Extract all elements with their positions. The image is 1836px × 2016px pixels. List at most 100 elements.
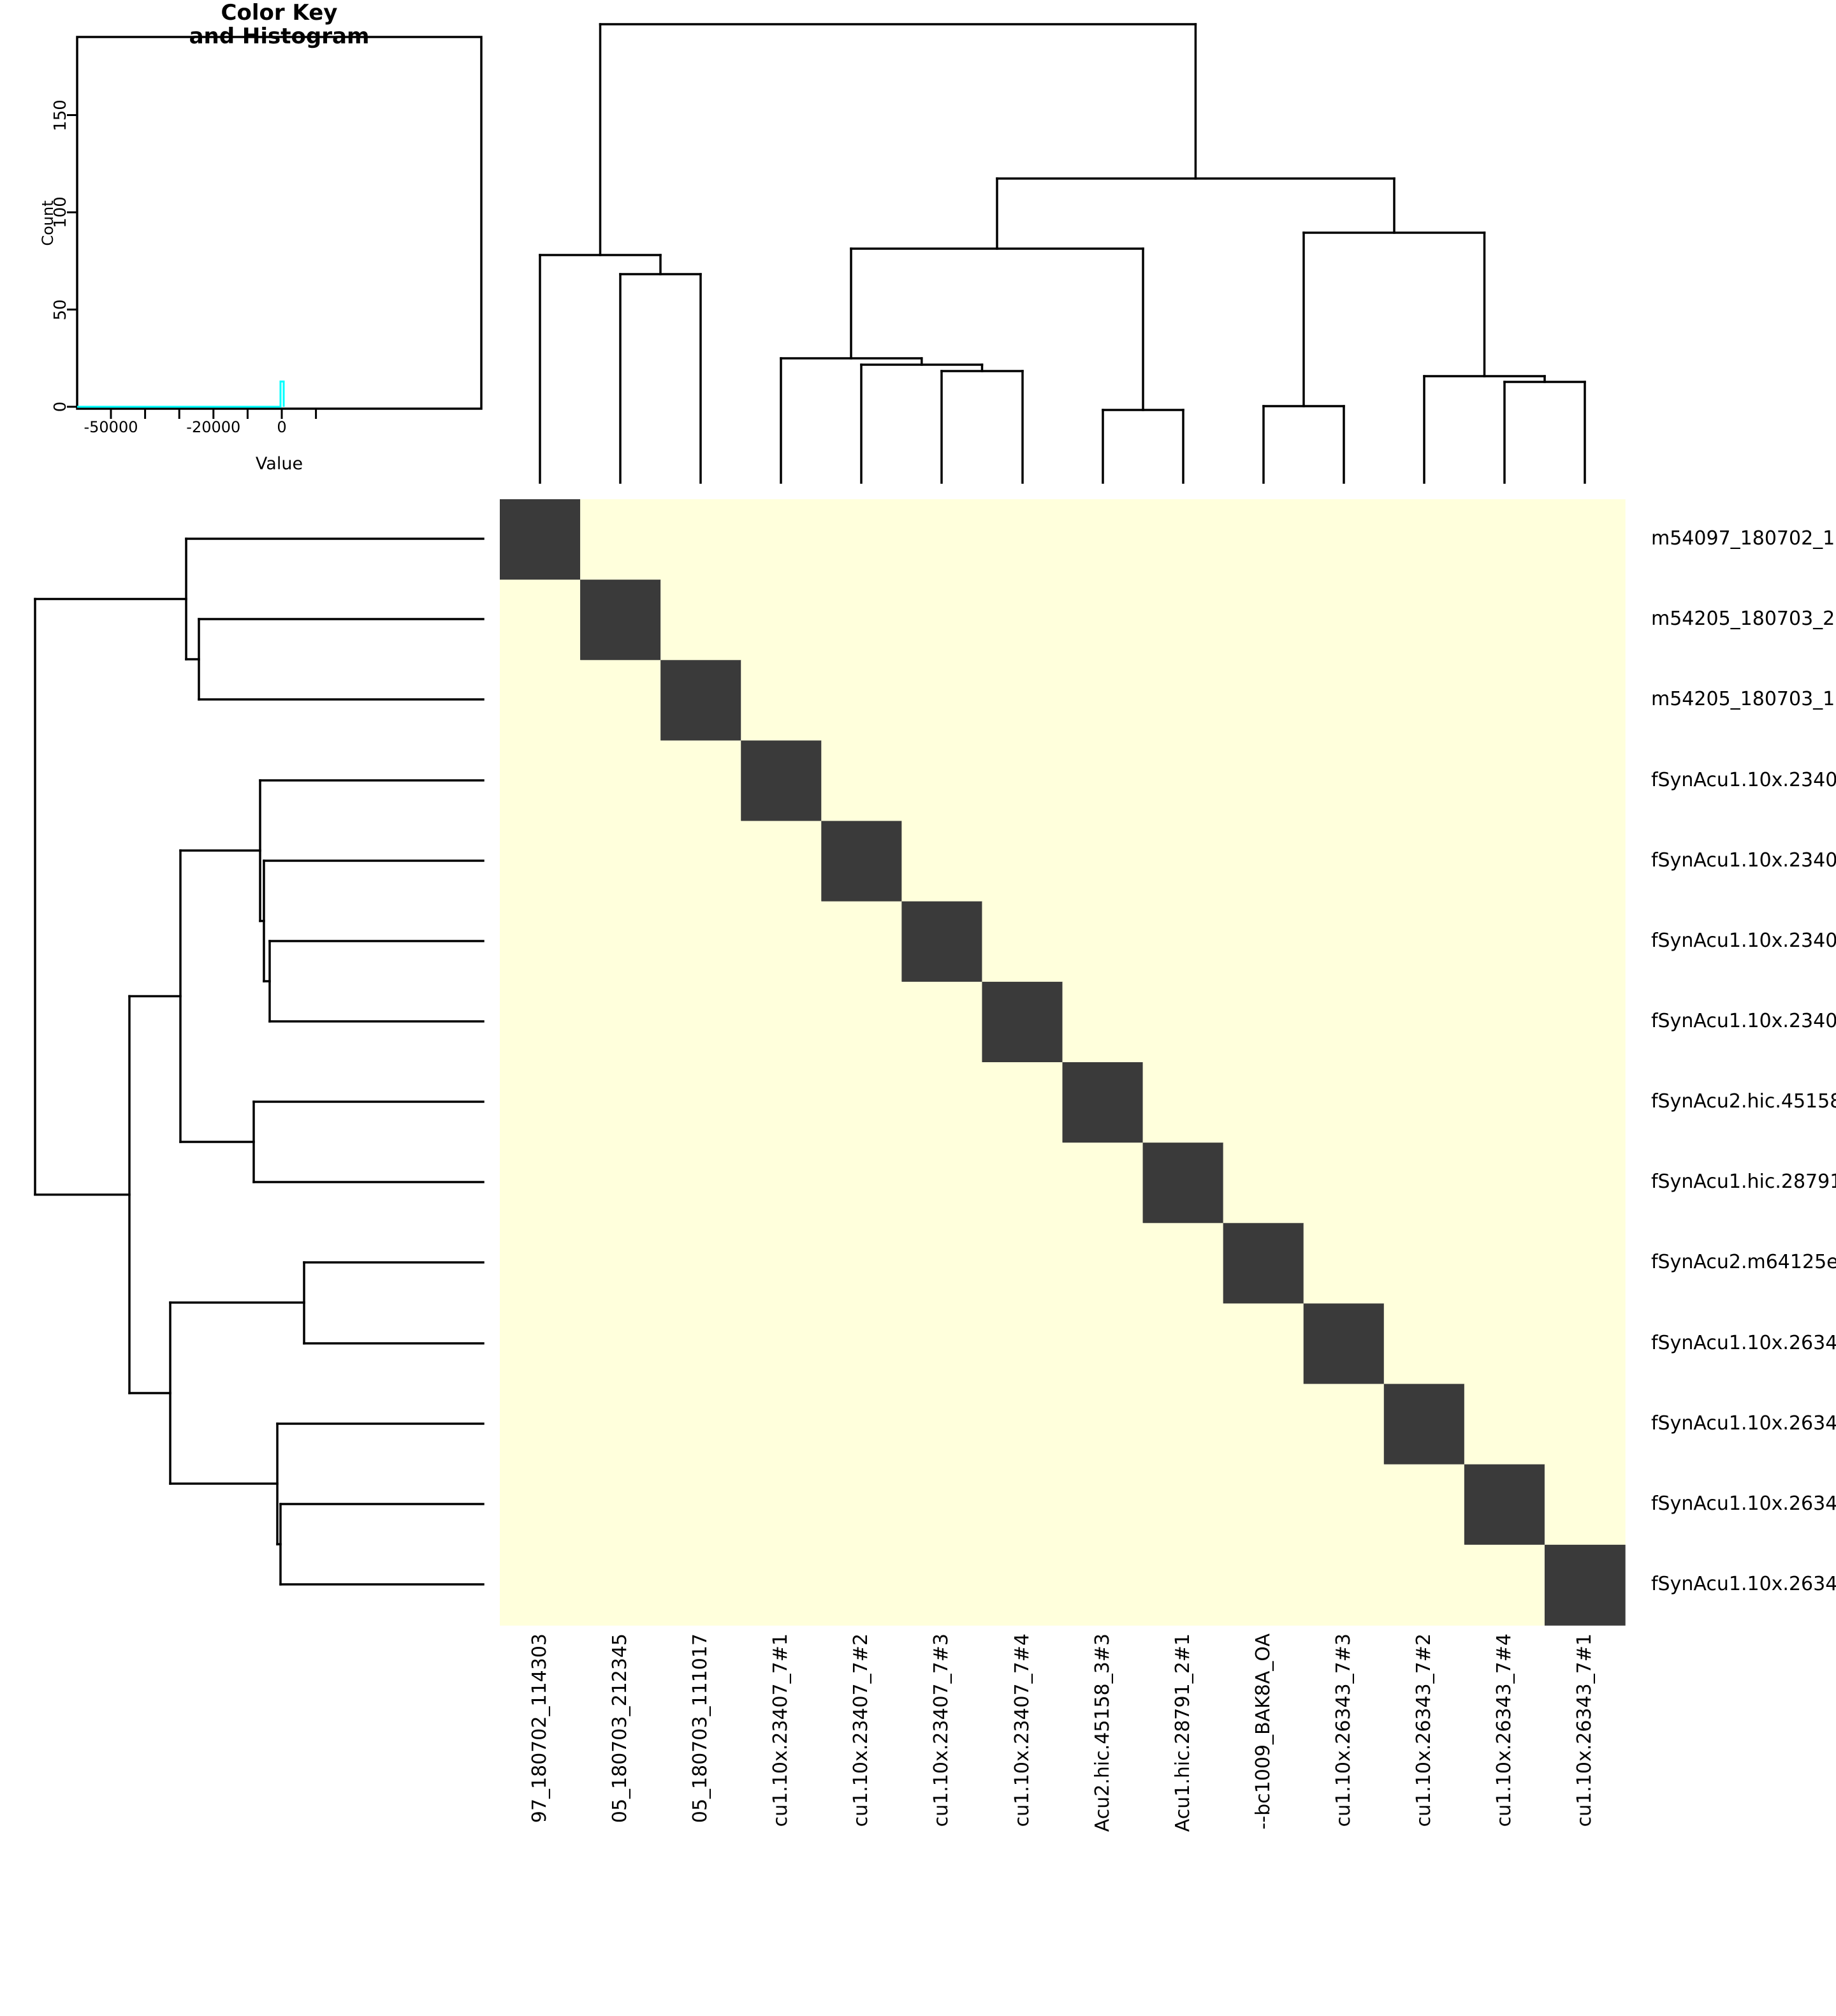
heatmap-cell <box>1062 1223 1144 1304</box>
heatmap-cell <box>982 1143 1063 1223</box>
heatmap-cell <box>580 1544 661 1626</box>
heatmap-cell <box>982 580 1063 661</box>
heatmap-cell <box>1544 1223 1626 1304</box>
heatmap-cell <box>1142 499 1224 580</box>
row-label: fSynAcu1.10x.23407 <box>1651 1010 1836 1032</box>
heatmap-cell <box>1544 901 1626 982</box>
heatmap-cell <box>821 1143 903 1223</box>
heatmap-cell <box>500 1143 581 1223</box>
heatmap-cell <box>982 1544 1063 1626</box>
heatmap-cell <box>982 660 1063 741</box>
heatmap-cell <box>901 1303 983 1385</box>
heatmap-cell <box>660 1223 741 1304</box>
heatmap-cell <box>901 740 983 822</box>
heatmap-cell <box>1142 981 1224 1063</box>
heatmap-cell <box>1303 981 1385 1063</box>
heatmap-cell <box>1383 660 1465 741</box>
heatmap-cell <box>500 740 581 822</box>
heatmap-cell <box>741 981 822 1063</box>
heatmap-cell <box>660 1384 741 1465</box>
heatmap-cell <box>1544 981 1626 1063</box>
col-label: cu1.10x.23407_7#1 <box>769 1633 792 1827</box>
heatmap-cell <box>821 1303 903 1385</box>
color-key-x-tick-label: -50000 <box>84 418 138 436</box>
row-label: m54205_180703_11 <box>1651 688 1836 710</box>
heatmap-cell <box>1544 821 1626 902</box>
heatmap-cell <box>660 1464 741 1545</box>
heatmap-cell <box>901 1384 983 1465</box>
heatmap-cell <box>660 1303 741 1385</box>
row-label: fSynAcu1.10x.26343 <box>1651 1573 1836 1595</box>
heatmap-cell <box>741 1464 822 1545</box>
heatmap-cell <box>1464 981 1545 1063</box>
heatmap-cell <box>1303 740 1385 822</box>
heatmap-cell <box>1464 1384 1545 1465</box>
heatmap-cell <box>1223 821 1304 902</box>
color-key-histogram-line <box>77 380 285 408</box>
heatmap-cell <box>901 981 983 1063</box>
heatmap-cell <box>901 1062 983 1143</box>
col-label: cu1.10x.26343_7#2 <box>1413 1633 1435 1827</box>
heatmap-cell <box>741 821 822 902</box>
heatmap-cell <box>1383 901 1465 982</box>
col-label: --bc1009_BAK8A_OA <box>1252 1633 1274 1830</box>
heatmap-cell <box>1464 740 1545 822</box>
heatmap-cell <box>660 901 741 982</box>
heatmap-cell <box>1223 499 1304 580</box>
heatmap-cell <box>1062 660 1144 741</box>
heatmap-cell <box>1303 660 1385 741</box>
heatmap-cell <box>1062 1143 1144 1223</box>
heatmap-cell <box>1062 499 1144 580</box>
heatmap-cell <box>982 1223 1063 1304</box>
heatmap-cell <box>821 660 903 741</box>
heatmap-cell <box>580 1223 661 1304</box>
heatmap-cell <box>1142 1223 1224 1304</box>
heatmap-cell <box>580 1062 661 1143</box>
heatmap-cell <box>1303 1223 1385 1304</box>
heatmap-cell <box>821 580 903 661</box>
heatmap-cell <box>500 1544 581 1626</box>
col-label: Acu2.hic.45158_3#3 <box>1091 1633 1114 1832</box>
heatmap-cell <box>1464 1544 1545 1626</box>
heatmap-cell <box>500 1303 581 1385</box>
heatmap-cell <box>1464 821 1545 902</box>
heatmap-cell <box>1544 1062 1626 1143</box>
heatmap-cell <box>1142 1384 1224 1465</box>
heatmap-cell <box>821 901 903 982</box>
row-label: fSynAcu1.hic.28791_ <box>1651 1171 1836 1193</box>
heatmap-cell <box>821 740 903 822</box>
heatmap-cell <box>1464 901 1545 982</box>
heatmap-cell <box>500 1062 581 1143</box>
heatmap-cell <box>500 901 581 982</box>
heatmap-cell <box>1062 1464 1144 1545</box>
col-label: cu1.10x.26343_7#4 <box>1493 1633 1515 1827</box>
heatmap-cell <box>1544 740 1626 822</box>
heatmap-cell <box>1383 821 1465 902</box>
heatmap-cell <box>821 981 903 1063</box>
heatmap-cell <box>982 901 1063 982</box>
heatmap-cell <box>500 580 581 661</box>
heatmap-cell <box>1142 740 1224 822</box>
heatmap-cell <box>821 821 903 902</box>
heatmap-cell <box>901 660 983 741</box>
heatmap-cell <box>1464 1062 1545 1143</box>
color-key-box <box>76 36 483 410</box>
heatmap-cell <box>1303 821 1385 902</box>
heatmap-cell <box>1544 499 1626 580</box>
heatmap-cell <box>580 499 661 580</box>
heatmap-cell <box>1142 901 1224 982</box>
heatmap-cell <box>660 1544 741 1626</box>
heatmap-cell <box>1464 1303 1545 1385</box>
heatmap-cell <box>741 1223 822 1304</box>
heatmap-cell <box>1142 1464 1224 1545</box>
heatmap-cell <box>1062 580 1144 661</box>
heatmap-cell <box>1464 660 1545 741</box>
row-label: fSynAcu1.10x.26343 <box>1651 1412 1836 1435</box>
heatmap-cell <box>821 1223 903 1304</box>
heatmap-cell <box>1142 580 1224 661</box>
col-label: cu1.10x.23407_7#3 <box>930 1633 952 1827</box>
heatmap-cell <box>1062 740 1144 822</box>
heatmap-cell <box>1142 821 1224 902</box>
heatmap-cell <box>901 1143 983 1223</box>
col-label: cu1.10x.26343_7#3 <box>1332 1633 1355 1827</box>
